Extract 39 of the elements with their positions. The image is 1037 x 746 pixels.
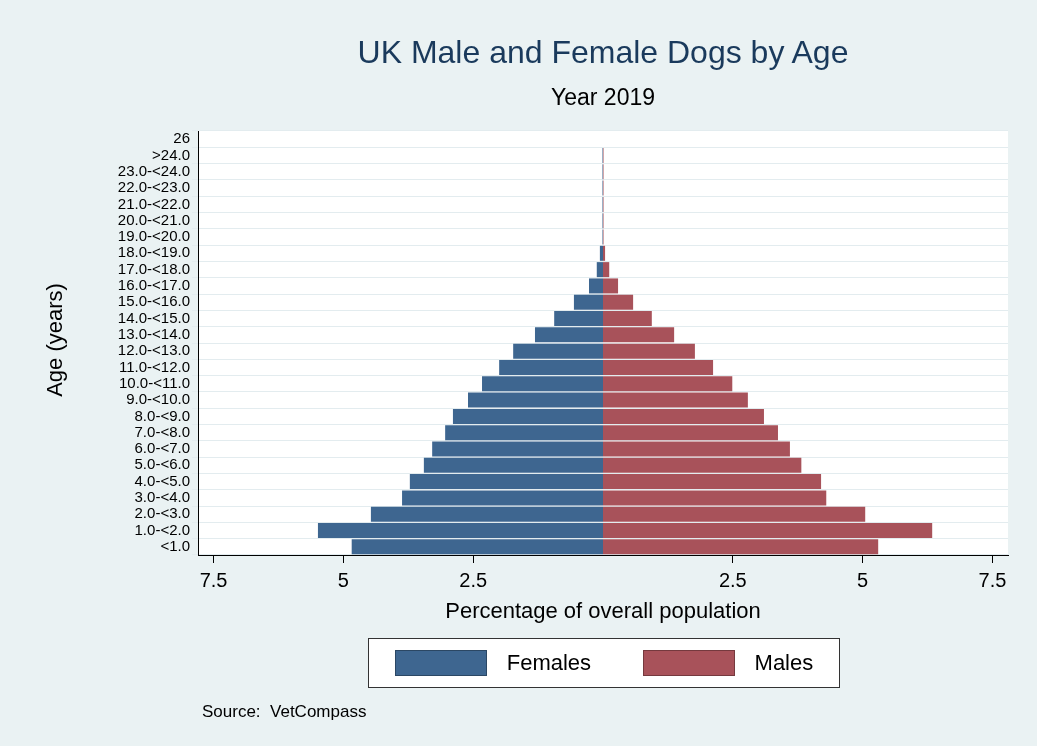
y-tick-label: 4.0-<5.0	[134, 471, 190, 489]
y-tick-label: 20.0-<21.0	[117, 210, 190, 228]
y-tick-label: <1.0	[160, 536, 190, 554]
y-axis-title: Age (years)	[42, 283, 68, 397]
y-tick-label: 12.0-<13.0	[117, 341, 190, 359]
y-tick-label: 10.0-<11.0	[118, 373, 190, 391]
y-tick-label: >24.0	[152, 145, 190, 163]
chart-subtitle: Year 2019	[550, 84, 656, 111]
y-tick-label: 6.0-<7.0	[134, 439, 190, 457]
y-tick-label: 26	[173, 129, 190, 147]
x-tick-label: 7.5	[978, 568, 1007, 591]
x-axis-title: Percentage of overall population	[444, 598, 762, 624]
y-tick-label: 8.0-<9.0	[134, 406, 190, 424]
y-tick-label: 18.0-<19.0	[117, 243, 190, 261]
y-tick-label: 14.0-<15.0	[117, 308, 190, 326]
x-tick-label: 2.5	[459, 568, 488, 591]
y-tick-label: 13.0-<14.0	[117, 324, 190, 342]
y-tick-label: 22.0-<23.0	[117, 178, 190, 196]
chart-title: UK Male and Female Dogs by Age	[356, 34, 850, 71]
legend-label: Males	[754, 650, 814, 676]
x-tick-label: 7.5	[199, 568, 228, 591]
y-tick-label: 7.0-<8.0	[134, 422, 190, 440]
y-tick-label: 3.0-<4.0	[134, 488, 190, 506]
y-tick-label: 17.0-<18.0	[117, 259, 190, 277]
y-tick-label: 1.0-<2.0	[134, 520, 190, 538]
y-tick-label: 2.0-<3.0	[134, 504, 190, 522]
x-tick-label: 5	[857, 568, 869, 591]
x-tick-label: 2.5	[718, 568, 747, 591]
y-tick-label: 23.0-<24.0	[117, 161, 190, 179]
y-tick-label: 5.0-<6.0	[134, 455, 190, 473]
legend-label: Females	[506, 650, 592, 676]
y-tick-label: 19.0-<20.0	[117, 227, 190, 245]
source-note: Source: VetCompass	[202, 702, 367, 722]
y-tick-label: 15.0-<16.0	[117, 292, 190, 310]
x-tick-label: 5	[337, 568, 349, 591]
y-tick-label: 21.0-<22.0	[117, 194, 190, 212]
y-tick-label: 9.0-<10.0	[126, 390, 190, 408]
y-tick-label: 16.0-<17.0	[117, 276, 190, 294]
y-tick-label: 11.0-<12.0	[118, 357, 190, 375]
